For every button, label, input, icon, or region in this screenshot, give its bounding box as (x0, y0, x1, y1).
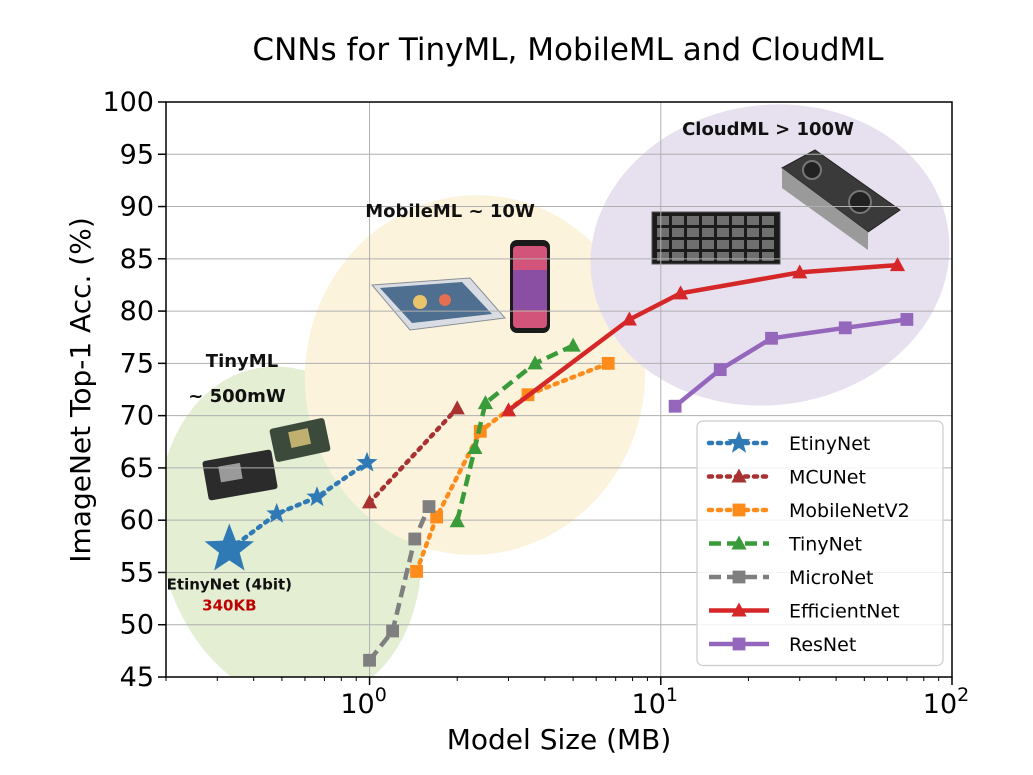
region-label-cloudml: CloudML > 100W (682, 119, 854, 140)
highlight-label: EtinyNet (4bit) (167, 575, 292, 593)
line-etinynet (227, 460, 370, 552)
point-efficientnet (889, 257, 906, 272)
point-tinynet (565, 337, 581, 352)
point-resnet (765, 331, 778, 345)
series-resnet (668, 313, 914, 413)
point-efficientnet (500, 402, 517, 417)
y-tick-label: 90 (120, 192, 154, 223)
y-tick-label: 70 (120, 401, 154, 432)
legend-item-mcunet: MCUNet (706, 467, 866, 489)
y-tick-label: 85 (120, 244, 154, 275)
gpu-card-icon (781, 149, 901, 250)
legend-label-etinynet: EtinyNet (789, 433, 870, 455)
point-mcunet (449, 400, 465, 415)
point-etinynet (266, 502, 288, 523)
legend-label-mobilenetv2: MobileNetV2 (789, 500, 910, 522)
smartphone-icon (510, 240, 550, 333)
y-tick-label: 50 (120, 610, 154, 641)
highlight-sublabel: 340KB (202, 596, 256, 614)
x-tick-label: 100 (340, 684, 386, 720)
point-tinynet (527, 355, 543, 370)
y-tick-label: 80 (120, 296, 154, 327)
point-efficientnet (621, 311, 637, 326)
point-micronet (422, 500, 436, 513)
point-micronet (386, 624, 400, 638)
legend-marker-micronet (732, 570, 746, 584)
y-tick-label: 45 (120, 662, 154, 693)
point-etinynet (356, 451, 378, 472)
series-mcunet (361, 400, 465, 509)
region-label-tinyml: ~ 500mW (188, 386, 286, 407)
line-tinynet (455, 343, 575, 522)
highlight-star (204, 523, 255, 571)
point-efficientnet (792, 264, 808, 279)
legend-marker-tinynet (731, 535, 747, 550)
legend: EtinyNet MCUNet MobileNetV2 TinyNet MicroNet… (696, 420, 944, 667)
point-mobilenetv2 (430, 510, 444, 524)
region-label-mobileml: MobileML ~ 10W (365, 201, 535, 222)
series-micronet (363, 500, 436, 667)
legend-label-tinynet: TinyNet (788, 534, 862, 556)
point-mcunet (361, 494, 378, 509)
plot-frame (165, 101, 953, 678)
point-efficientnet (673, 285, 689, 300)
y-tick-label: 75 (120, 348, 154, 379)
y-tick-label: 100 (102, 87, 154, 118)
legend-label-resnet: ResNet (789, 634, 856, 656)
point-micronet (408, 532, 422, 546)
y-axis-label: ImageNet Top-1 Acc. (%) (64, 217, 97, 563)
legend-marker-mobilenetv2 (732, 503, 746, 517)
series-layer (204, 257, 914, 667)
device-illustrations (202, 149, 901, 501)
sensor-board-icon (269, 418, 331, 462)
x-tick-exponent: 2 (957, 684, 969, 706)
point-mobilenetv2 (601, 356, 615, 370)
region-label-tinyml: TinyML (206, 351, 278, 372)
x-tick-exponent: 0 (375, 684, 387, 706)
point-micronet (363, 653, 376, 667)
legend-item-efficientnet: EfficientNet (709, 601, 900, 623)
point-tinynet (477, 395, 494, 410)
line-micronet (367, 505, 432, 662)
legend-marker-efficientnet (731, 602, 747, 617)
x-tick-exponent: 1 (666, 684, 678, 706)
series-efficientnet (500, 257, 906, 417)
legend-marker-resnet (732, 637, 746, 651)
chart-title: CNNs for TinyML, MobileML and CloudML (252, 32, 884, 68)
point-etinynet (306, 486, 328, 507)
point-resnet (900, 313, 914, 326)
legend-item-etinynet: EtinyNet (706, 431, 870, 455)
y-tick-label: 95 (120, 139, 154, 170)
server-rack-icon (651, 211, 781, 265)
x-tick-label: 102 (923, 684, 969, 720)
y-tick-label: 55 (120, 557, 154, 588)
legend-box (696, 420, 944, 667)
point-tinynet (449, 513, 465, 528)
point-mobilenetv2 (410, 565, 423, 578)
y-tick-label: 65 (120, 453, 154, 484)
point-resnet (668, 399, 682, 413)
legend-item-resnet: ResNet (709, 634, 856, 656)
annotation-layer: TinyML ~ 500mW MobileML ~ 10W CloudML > 100… (167, 119, 854, 614)
line-mcunet (367, 406, 460, 505)
y-tick-label: 60 (120, 505, 154, 536)
legend-item-tinynet: TinyNet (709, 534, 862, 556)
legend-label-micronet: MicroNet (789, 567, 874, 589)
point-resnet (838, 321, 852, 335)
legend-marker-mcunet (731, 468, 747, 483)
legend-item-micronet: MicroNet (709, 567, 874, 589)
legend-item-mobilenetv2: MobileNetV2 (706, 500, 910, 522)
point-tinynet (467, 440, 483, 455)
legend-marker-etinynet (727, 431, 751, 453)
legend-label-efficientnet: EfficientNet (789, 601, 900, 623)
legend-label-mcunet: MCUNet (789, 467, 866, 489)
x-axis-label: Model Size (MB) (447, 723, 672, 756)
tablet-icon (370, 277, 506, 331)
x-tick-label: 101 (632, 684, 678, 720)
point-resnet (713, 363, 727, 377)
series-tinynet (449, 337, 581, 528)
